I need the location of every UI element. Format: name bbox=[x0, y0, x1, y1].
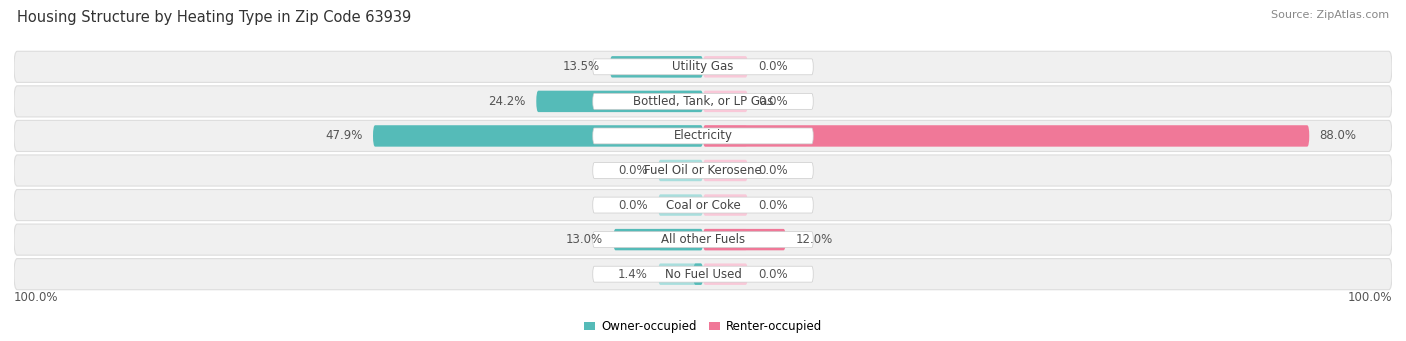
Text: 0.0%: 0.0% bbox=[758, 164, 787, 177]
FancyBboxPatch shape bbox=[593, 163, 813, 178]
FancyBboxPatch shape bbox=[658, 56, 703, 77]
FancyBboxPatch shape bbox=[593, 197, 813, 213]
FancyBboxPatch shape bbox=[703, 125, 748, 147]
FancyBboxPatch shape bbox=[373, 125, 703, 147]
Text: 13.0%: 13.0% bbox=[567, 233, 603, 246]
Text: Coal or Coke: Coal or Coke bbox=[665, 198, 741, 211]
FancyBboxPatch shape bbox=[703, 56, 748, 77]
Text: Fuel Oil or Kerosene: Fuel Oil or Kerosene bbox=[644, 164, 762, 177]
FancyBboxPatch shape bbox=[658, 160, 703, 181]
Legend: Owner-occupied, Renter-occupied: Owner-occupied, Renter-occupied bbox=[583, 320, 823, 333]
Text: 0.0%: 0.0% bbox=[758, 268, 787, 281]
Text: Bottled, Tank, or LP Gas: Bottled, Tank, or LP Gas bbox=[633, 95, 773, 108]
Text: 0.0%: 0.0% bbox=[619, 164, 648, 177]
FancyBboxPatch shape bbox=[593, 232, 813, 248]
Text: 13.5%: 13.5% bbox=[562, 60, 599, 73]
FancyBboxPatch shape bbox=[658, 125, 703, 147]
Text: Electricity: Electricity bbox=[673, 130, 733, 143]
FancyBboxPatch shape bbox=[593, 93, 813, 109]
FancyBboxPatch shape bbox=[14, 86, 1392, 117]
FancyBboxPatch shape bbox=[593, 59, 813, 75]
FancyBboxPatch shape bbox=[658, 264, 703, 285]
FancyBboxPatch shape bbox=[536, 91, 703, 112]
FancyBboxPatch shape bbox=[703, 264, 748, 285]
FancyBboxPatch shape bbox=[703, 91, 748, 112]
FancyBboxPatch shape bbox=[658, 229, 703, 250]
FancyBboxPatch shape bbox=[703, 229, 748, 250]
Text: 0.0%: 0.0% bbox=[619, 198, 648, 211]
FancyBboxPatch shape bbox=[703, 229, 786, 250]
Text: 100.0%: 100.0% bbox=[14, 291, 59, 304]
FancyBboxPatch shape bbox=[703, 160, 748, 181]
Text: 24.2%: 24.2% bbox=[488, 95, 526, 108]
Text: Utility Gas: Utility Gas bbox=[672, 60, 734, 73]
Text: 0.0%: 0.0% bbox=[758, 95, 787, 108]
Text: All other Fuels: All other Fuels bbox=[661, 233, 745, 246]
FancyBboxPatch shape bbox=[593, 128, 813, 144]
FancyBboxPatch shape bbox=[14, 258, 1392, 290]
FancyBboxPatch shape bbox=[14, 155, 1392, 186]
FancyBboxPatch shape bbox=[703, 194, 748, 216]
Text: 88.0%: 88.0% bbox=[1320, 130, 1357, 143]
FancyBboxPatch shape bbox=[14, 224, 1392, 255]
Text: 12.0%: 12.0% bbox=[796, 233, 834, 246]
FancyBboxPatch shape bbox=[14, 120, 1392, 151]
FancyBboxPatch shape bbox=[658, 91, 703, 112]
Text: 1.4%: 1.4% bbox=[619, 268, 648, 281]
Text: 0.0%: 0.0% bbox=[758, 198, 787, 211]
Text: Source: ZipAtlas.com: Source: ZipAtlas.com bbox=[1271, 10, 1389, 20]
Text: No Fuel Used: No Fuel Used bbox=[665, 268, 741, 281]
FancyBboxPatch shape bbox=[703, 125, 1309, 147]
FancyBboxPatch shape bbox=[613, 229, 703, 250]
FancyBboxPatch shape bbox=[693, 264, 703, 285]
FancyBboxPatch shape bbox=[14, 190, 1392, 221]
Text: 100.0%: 100.0% bbox=[1347, 291, 1392, 304]
Text: 0.0%: 0.0% bbox=[758, 60, 787, 73]
FancyBboxPatch shape bbox=[610, 56, 703, 77]
Text: Housing Structure by Heating Type in Zip Code 63939: Housing Structure by Heating Type in Zip… bbox=[17, 10, 411, 25]
FancyBboxPatch shape bbox=[14, 51, 1392, 83]
FancyBboxPatch shape bbox=[658, 194, 703, 216]
FancyBboxPatch shape bbox=[593, 266, 813, 282]
Text: 47.9%: 47.9% bbox=[325, 130, 363, 143]
